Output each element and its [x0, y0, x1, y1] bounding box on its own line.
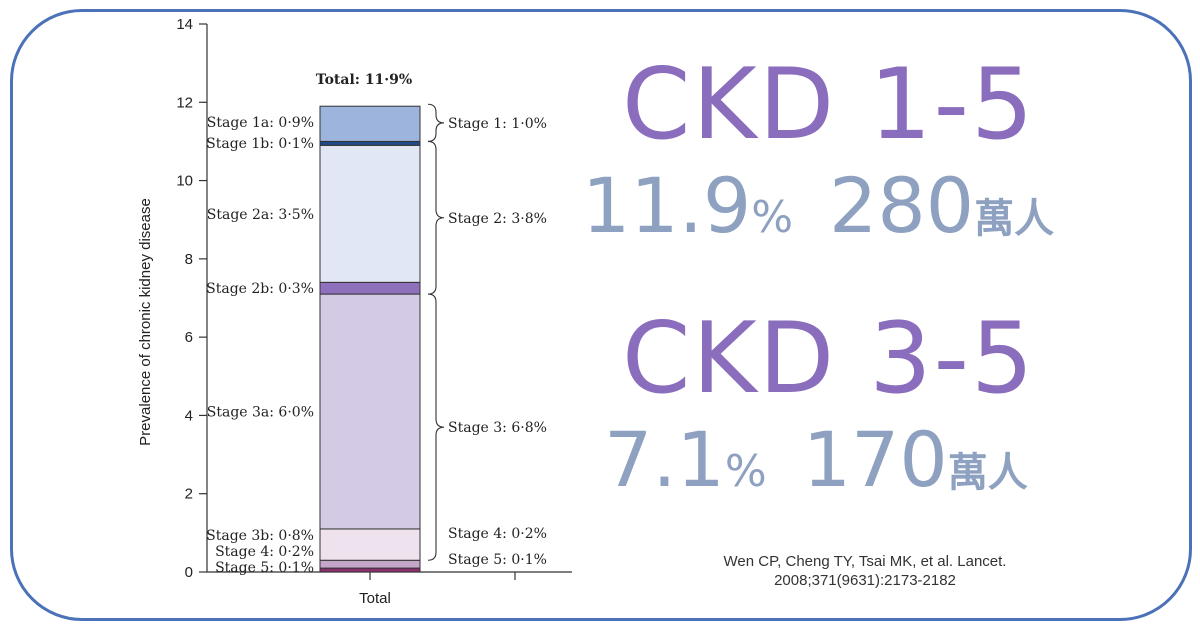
segment-label-stage-2b: Stage 2b: 0·3% [206, 281, 314, 297]
segment-label-stage-4: Stage 4: 0·2% [215, 544, 314, 560]
bar-stage-2b [319, 281, 421, 295]
y-tick-label-10: 10 [176, 173, 193, 190]
y-tick-label-14: 14 [176, 16, 193, 33]
brace-stage-1 [427, 103, 445, 142]
y-tick-label-2: 2 [185, 486, 193, 503]
y-tick-label-8: 8 [185, 251, 193, 268]
segment-label-stage-5: Stage 5: 0·1% [215, 560, 314, 576]
bar-stage-3a [319, 293, 421, 530]
bar-stage-3b [319, 528, 421, 561]
segment-label-stage-2a: Stage 2a: 3·5% [207, 207, 314, 223]
bar-stage-2a [319, 144, 421, 283]
y-tick-label-6: 6 [185, 329, 193, 346]
y-tick-label-0: 0 [185, 564, 193, 581]
brace-stage-2 [427, 140, 445, 295]
ckd-1-5-count: 280 [829, 161, 975, 250]
group-label-stage-2: Stage 2: 3·8% [448, 211, 547, 227]
citation: Wen CP, Cheng TY, Tsai MK, et al. Lancet… [640, 552, 1090, 590]
ckd-3-5-percent-sign: % [724, 446, 767, 497]
group-label-stage-5: Stage 5: 0·1% [448, 552, 547, 568]
bar-stage-4 [319, 559, 421, 569]
ckd-3-5-count: 170 [802, 415, 948, 504]
x-axis-label: Total [359, 590, 391, 607]
ckd-1-5-unit: 萬人 [974, 196, 1055, 242]
group-label-stage-1: Stage 1: 1·0% [448, 116, 547, 132]
ckd-1-5-percent-sign: % [751, 192, 794, 243]
ckd-3-5-unit: 萬人 [947, 450, 1028, 496]
citation-line-2: 2008;371(9631):2173-2182 [774, 572, 956, 589]
total-label: Total: 11·9% [316, 72, 412, 88]
y-axis-label: Prevalence of chronic kidney disease [137, 198, 154, 446]
segment-label-stage-1b: Stage 1b: 0·1% [206, 136, 314, 152]
ckd-1-5-title: CKD 1-5 [622, 48, 1036, 162]
segment-label-stage-3a: Stage 3a: 6·0% [207, 405, 314, 421]
group-label-stage-3: Stage 3: 6·8% [448, 420, 547, 436]
ckd-stacked-bar-chart: 0 2 4 6 8 10 12 14 Total Prevalence of chronic ki… [137, 16, 572, 607]
segment-label-stage-3b: Stage 3b: 0·8% [206, 528, 314, 544]
brace-stage-3 [427, 293, 445, 561]
bar-stage-5 [319, 567, 421, 573]
ckd-3-5-percent: 7.1 [604, 415, 725, 504]
bar-stage-1b [319, 140, 421, 146]
citation-line-1: Wen CP, Cheng TY, Tsai MK, et al. Lancet… [723, 553, 1007, 570]
ckd-1-5-stats: 11.9% 280萬人 [582, 168, 1054, 244]
ckd-3-5-stats: 7.1% 170萬人 [604, 422, 1028, 498]
ckd-1-5-percent: 11.9 [582, 161, 752, 250]
y-tick-label-4: 4 [185, 407, 193, 424]
ckd-3-5-title: CKD 3-5 [622, 302, 1036, 416]
y-tick-label-12: 12 [176, 94, 193, 111]
bar-stage-1a [319, 105, 421, 142]
group-label-stage-4: Stage 4: 0·2% [448, 526, 547, 542]
segment-label-stage-1a: Stage 1a: 0·9% [207, 115, 314, 131]
